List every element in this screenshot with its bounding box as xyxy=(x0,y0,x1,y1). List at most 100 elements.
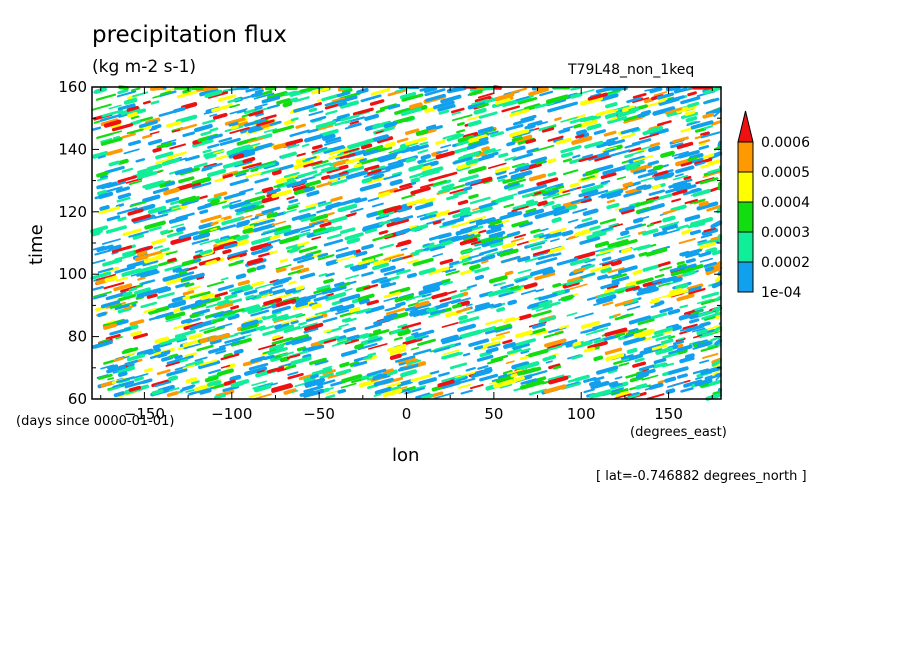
precip-streak xyxy=(511,220,529,228)
precip-streak xyxy=(578,189,599,198)
precip-streak xyxy=(457,199,469,206)
precip-streak xyxy=(473,107,487,115)
precip-streak xyxy=(675,282,689,290)
precip-streak xyxy=(701,291,720,299)
precip-streak xyxy=(125,177,143,184)
precip-streak xyxy=(200,130,212,137)
precip-streak xyxy=(275,174,299,184)
precip-streak xyxy=(216,322,233,329)
precip-streak xyxy=(437,104,456,112)
precip-streak xyxy=(385,253,401,260)
precip-streak xyxy=(502,175,525,184)
precip-streak xyxy=(296,346,307,352)
precip-streak xyxy=(248,393,262,399)
precip-streak xyxy=(460,389,473,395)
precip-streak xyxy=(486,130,499,136)
precip-streak xyxy=(223,191,246,200)
precip-streak xyxy=(344,232,364,241)
precip-streak xyxy=(379,278,391,284)
precip-streak xyxy=(520,378,538,385)
precip-streak xyxy=(261,127,270,131)
precip-streak xyxy=(310,115,327,123)
precip-streak xyxy=(401,322,422,330)
precip-streak xyxy=(684,214,701,222)
precip-streak xyxy=(458,314,468,321)
precip-streak xyxy=(520,114,537,122)
precip-streak xyxy=(599,245,618,252)
precip-streak xyxy=(313,287,331,295)
precip-streak xyxy=(340,227,356,235)
y-axis-units: (days since 0000-01-01) xyxy=(16,414,175,429)
precip-streak xyxy=(99,205,110,211)
precip-streak xyxy=(240,214,253,220)
precip-streak xyxy=(662,224,678,232)
precip-streak xyxy=(339,87,353,90)
precip-streak xyxy=(537,253,555,261)
precip-streak xyxy=(470,370,491,379)
precip-streak xyxy=(309,302,318,307)
precip-streak xyxy=(163,187,180,196)
precip-streak xyxy=(452,303,462,309)
precip-streak xyxy=(510,170,533,180)
precip-streak xyxy=(670,267,691,277)
precip-streak xyxy=(614,376,623,380)
colorbar-label: 0.0003 xyxy=(761,225,810,241)
precip-streak xyxy=(228,87,250,91)
precip-streak xyxy=(155,311,174,320)
precip-streak xyxy=(392,171,403,177)
precip-streak xyxy=(128,180,143,186)
precip-streak xyxy=(230,125,239,130)
precip-streak xyxy=(506,230,521,238)
precip-streak xyxy=(707,168,721,174)
precip-streak xyxy=(271,384,293,393)
precip-streak xyxy=(421,165,432,171)
precip-streak xyxy=(519,355,530,361)
precip-streak xyxy=(345,212,357,217)
precip-streak xyxy=(588,389,612,399)
precip-streak xyxy=(458,383,472,389)
precip-streak xyxy=(590,380,610,390)
precip-streak xyxy=(116,319,129,326)
precip-streak xyxy=(600,188,624,199)
precip-streak xyxy=(648,382,664,390)
precip-streak xyxy=(102,258,123,267)
precip-streak xyxy=(167,151,187,159)
precip-streak xyxy=(478,136,489,143)
precip-streak xyxy=(291,333,310,342)
precip-streak xyxy=(603,130,617,137)
precip-streak xyxy=(627,391,640,399)
precip-streak xyxy=(667,335,676,340)
precip-streak xyxy=(219,333,239,341)
precip-streak xyxy=(227,97,241,104)
precip-streak xyxy=(679,304,689,309)
precip-streak xyxy=(96,171,109,178)
precip-streak xyxy=(93,120,101,124)
precip-streak xyxy=(164,264,184,272)
precip-streak xyxy=(219,137,241,146)
precip-streak xyxy=(182,290,195,296)
precip-streak xyxy=(616,254,635,263)
precip-streak xyxy=(671,198,682,203)
precip-streak xyxy=(589,92,602,98)
precip-streak xyxy=(415,392,431,400)
precip-streak xyxy=(714,338,722,346)
precip-streak xyxy=(440,278,451,283)
precip-streak xyxy=(358,378,379,388)
precip-streak xyxy=(429,245,446,252)
precip-streak xyxy=(490,354,509,362)
precip-streak xyxy=(573,123,582,129)
precip-streak xyxy=(354,197,368,204)
precip-streak xyxy=(557,204,578,214)
precip-streak xyxy=(120,376,136,382)
precip-streak xyxy=(428,312,441,318)
precip-streak xyxy=(607,239,629,248)
precip-streak xyxy=(256,119,275,127)
precip-streak xyxy=(92,285,104,291)
precip-streak xyxy=(576,219,599,229)
precip-streak xyxy=(440,298,461,306)
precip-streak xyxy=(502,339,513,345)
precip-streak xyxy=(433,346,451,353)
precip-streak xyxy=(218,340,240,348)
precip-streak xyxy=(373,258,390,266)
precip-streak xyxy=(641,367,650,372)
